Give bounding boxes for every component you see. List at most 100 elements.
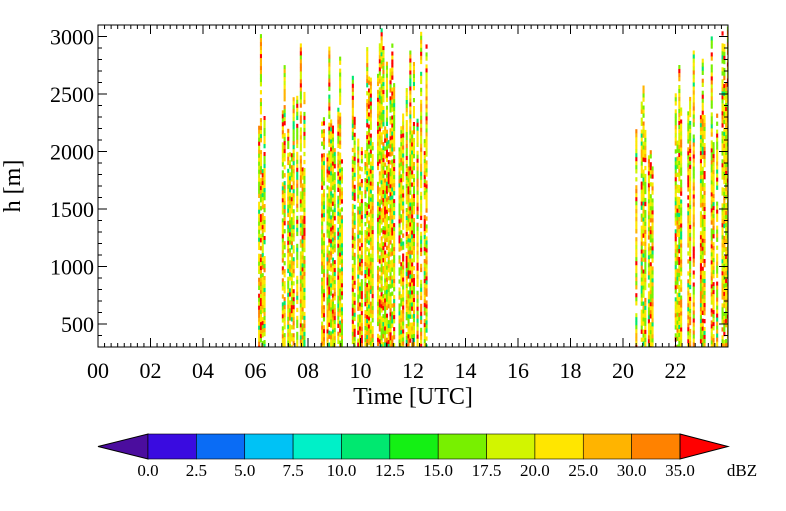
echo-cell: [378, 295, 381, 300]
echo-cell: [369, 133, 372, 138]
echo-cell: [393, 319, 396, 324]
echo-cell: [353, 276, 356, 282]
echo-cell: [301, 167, 304, 172]
echo-cell: [340, 167, 343, 172]
echo-cell: [353, 140, 356, 146]
echo-cell: [261, 185, 264, 190]
echo-cell: [412, 238, 415, 243]
echo-cell: [689, 320, 692, 326]
echo-cell: [258, 313, 261, 318]
echo-cell: [366, 99, 369, 104]
echo-cell: [389, 224, 392, 229]
echo-cell: [701, 110, 704, 115]
echo-cell: [371, 146, 374, 151]
echo-cell: [321, 241, 324, 246]
echo-cell: [337, 159, 340, 164]
echo-cell: [259, 234, 262, 239]
echo-cell: [263, 308, 266, 313]
echo-cell: [640, 197, 643, 202]
echo-cell: [377, 233, 380, 239]
echo-cell: [674, 185, 677, 190]
echo-cell: [321, 237, 324, 242]
echo-cell: [385, 81, 388, 86]
echo-cell: [420, 155, 423, 161]
echo-cell: [692, 306, 695, 311]
echo-cell: [680, 279, 683, 284]
echo-cell: [389, 336, 392, 341]
echo-cell: [368, 144, 371, 149]
echo-cell: [353, 216, 356, 222]
echo-cell: [726, 110, 728, 115]
echo-cell: [353, 304, 356, 310]
echo-cell: [301, 175, 304, 180]
echo-cell: [283, 145, 286, 150]
echo-cell: [689, 216, 692, 222]
echo-cell: [259, 70, 262, 75]
echo-cell: [674, 261, 677, 266]
echo-cell: [689, 272, 692, 278]
echo-cell: [337, 259, 340, 264]
echo-cell: [281, 310, 284, 315]
echo-cell: [351, 91, 354, 97]
echo-cell: [382, 246, 385, 251]
echo-cell: [328, 170, 331, 175]
echo-cell: [359, 322, 362, 327]
echo-cell: [299, 251, 302, 256]
echo-cell: [411, 166, 414, 171]
echo-cell: [405, 264, 408, 269]
echo-cell: [407, 190, 410, 195]
echo-cell: [357, 222, 360, 227]
echo-cell: [721, 307, 724, 312]
echo-cell: [710, 332, 713, 337]
echo-cell: [303, 219, 306, 225]
echo-cell: [321, 229, 324, 234]
echo-cell: [402, 201, 405, 206]
echo-cell: [330, 251, 333, 256]
echo-cell: [378, 95, 381, 100]
echo-cell: [703, 155, 706, 160]
echo-cell: [301, 239, 304, 244]
echo-cell: [321, 293, 324, 298]
echo-cell: [642, 177, 645, 182]
echo-cell: [398, 179, 401, 184]
echo-cell: [301, 271, 304, 276]
echo-cell: [416, 118, 419, 123]
echo-cell: [303, 187, 306, 193]
echo-cell: [385, 273, 388, 278]
echo-cell: [384, 234, 387, 239]
echo-cell: [301, 295, 304, 300]
echo-cell: [299, 191, 302, 196]
echo-cell: [299, 63, 302, 68]
echo-cell: [644, 257, 647, 263]
echo-cell: [692, 298, 695, 303]
echo-cell: [703, 143, 706, 148]
echo-cell: [368, 280, 371, 285]
echo-cell: [340, 339, 343, 344]
echo-cell: [364, 150, 367, 155]
echo-cell: [364, 162, 367, 167]
echo-cell: [360, 231, 363, 236]
echo-cell: [416, 214, 419, 219]
echo-cell: [301, 343, 304, 347]
echo-cell: [360, 211, 363, 216]
echo-cell: [301, 231, 304, 236]
echo-cell: [703, 271, 706, 276]
echo-cell: [710, 340, 713, 345]
echo-cell: [328, 234, 331, 239]
echo-cell: [725, 303, 728, 308]
echo-cell: [378, 119, 381, 124]
echo-cell: [689, 208, 692, 214]
echo-cell: [353, 152, 356, 158]
echo-cell: [710, 104, 713, 109]
echo-cell: [420, 51, 423, 57]
echo-cell: [303, 195, 306, 201]
echo-cell: [687, 147, 690, 152]
echo-cell: [687, 131, 690, 136]
echo-cell: [387, 260, 390, 265]
echo-cell: [674, 177, 677, 182]
echo-cell: [369, 169, 372, 174]
colorbar-bin: [147, 433, 197, 460]
colorbar-tick-label: 30.0: [617, 461, 647, 480]
echo-cell: [412, 338, 415, 343]
echo-cell: [642, 317, 645, 322]
